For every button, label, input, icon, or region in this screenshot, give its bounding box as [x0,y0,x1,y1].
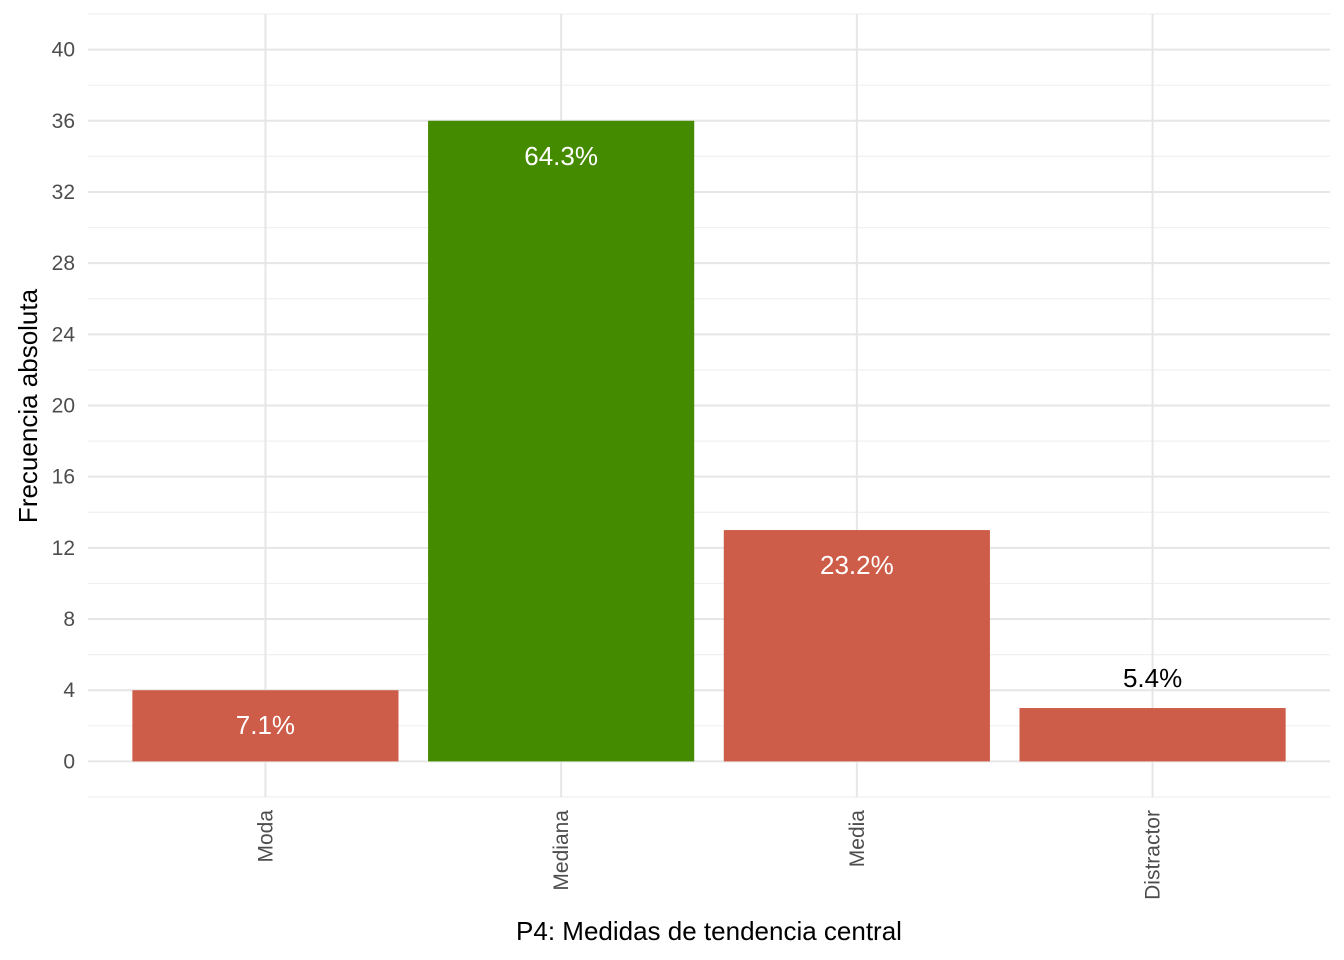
y-tick-label: 40 [52,39,75,62]
bar-mediana [428,120,695,762]
data-label-mediana: 64.3% [524,141,598,171]
bar-distractor [1019,708,1286,762]
data-label-media: 23.2% [820,550,894,580]
y-tick-label: 12 [52,537,75,560]
bar-moda [132,690,399,762]
y-tick-label: 4 [63,679,75,702]
y-tick-label: 28 [52,252,75,275]
y-tick-label: 24 [52,323,76,346]
bars [132,120,1286,762]
x-axis-ticks: Moda Mediana Media Distractor [254,810,1164,900]
y-tick-label: 20 [52,395,75,418]
x-tick-label: Distractor [1142,810,1165,900]
y-axis-title: Frecuencia absoluta [13,288,43,523]
y-tick-label: 0 [63,750,75,773]
y-tick-label: 16 [52,466,75,489]
y-axis-ticks: 0 4 8 12 16 20 24 28 32 36 40 [52,39,76,774]
y-tick-label: 32 [52,181,75,204]
y-tick-label: 36 [52,110,75,133]
data-label-moda: 7.1% [236,710,295,740]
y-tick-label: 8 [63,608,75,631]
x-tick-label: Media [846,810,869,868]
bar-media [723,530,990,762]
x-tick-label: Mediana [550,810,573,891]
data-labels: 7.1% 64.3% 23.2% 5.4% [236,141,1182,740]
x-axis-title: P4: Medidas de tendencia central [516,916,902,946]
data-label-distractor: 5.4% [1123,663,1182,693]
x-tick-label: Moda [254,810,277,863]
